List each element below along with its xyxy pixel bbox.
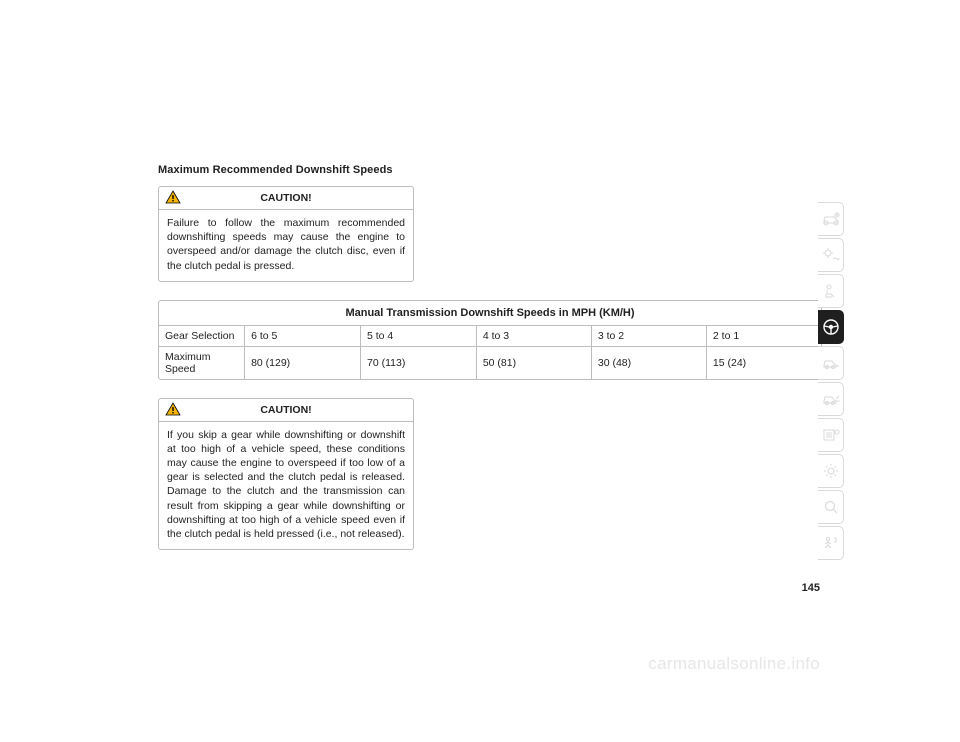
maintenance-icon	[822, 427, 840, 443]
table-cell: 70 (113)	[360, 346, 476, 379]
table-header-cell: 5 to 4	[360, 326, 476, 346]
downshift-speed-table: Manual Transmission Downshift Speeds in …	[158, 300, 822, 380]
table-cell: Maximum Speed	[159, 346, 244, 379]
table-header-cell: 4 to 3	[476, 326, 591, 346]
towing-icon	[822, 356, 840, 370]
climate-icon	[822, 247, 840, 263]
table-header-cell: 3 to 2	[591, 326, 706, 346]
table-cell: 50 (81)	[476, 346, 591, 379]
tab-towing[interactable]	[818, 346, 844, 380]
table-title: Manual Transmission Downshift Speeds in …	[159, 301, 821, 326]
caution-header: CAUTION!	[159, 399, 413, 422]
page-content: Maximum Recommended Downshift Speeds CAU…	[158, 164, 822, 568]
tab-assistance[interactable]	[818, 526, 844, 560]
tab-vehicle-overview[interactable]	[818, 202, 844, 236]
tab-settings[interactable]	[818, 454, 844, 488]
tab-steering[interactable]	[818, 310, 844, 344]
tab-collision[interactable]	[818, 382, 844, 416]
caution-title: CAUTION!	[260, 192, 311, 204]
tab-climate[interactable]	[818, 238, 844, 272]
table-header-cell: Gear Selection	[159, 326, 244, 346]
table-cell: 30 (48)	[591, 346, 706, 379]
section-tabstrip	[818, 202, 844, 562]
caution-header: CAUTION!	[159, 187, 413, 210]
warning-triangle-icon	[165, 190, 181, 209]
watermark: carmanualsonline.info	[648, 654, 820, 674]
table-header-row: Gear Selection 6 to 5 5 to 4 4 to 3 3 to…	[159, 326, 821, 346]
table-header-cell: 6 to 5	[244, 326, 360, 346]
caution-title: CAUTION!	[260, 404, 311, 416]
tab-occupant[interactable]	[818, 274, 844, 308]
caution-box-2: CAUTION! If you skip a gear while downsh…	[158, 398, 414, 550]
table-row: Maximum Speed 80 (129) 70 (113) 50 (81) …	[159, 346, 821, 379]
occupant-icon	[822, 283, 840, 299]
table-cell: 80 (129)	[244, 346, 360, 379]
caution-body: Failure to follow the maximum recommende…	[159, 210, 413, 281]
page-number: 145	[802, 582, 820, 594]
warning-triangle-icon	[165, 402, 181, 421]
tab-maintenance[interactable]	[818, 418, 844, 452]
collision-icon	[822, 392, 840, 406]
settings-icon	[822, 462, 840, 480]
vehicle-overview-icon	[822, 212, 840, 226]
table-cell: 15 (24)	[706, 346, 821, 379]
caution-box-1: CAUTION! Failure to follow the maximum r…	[158, 186, 414, 282]
steering-icon	[822, 318, 840, 336]
tab-search[interactable]	[818, 490, 844, 524]
section-title: Maximum Recommended Downshift Speeds	[158, 164, 822, 176]
table-header-cell: 2 to 1	[706, 326, 821, 346]
assistance-icon	[822, 535, 840, 551]
search-icon	[822, 498, 840, 516]
caution-body: If you skip a gear while downshifting or…	[159, 422, 413, 549]
